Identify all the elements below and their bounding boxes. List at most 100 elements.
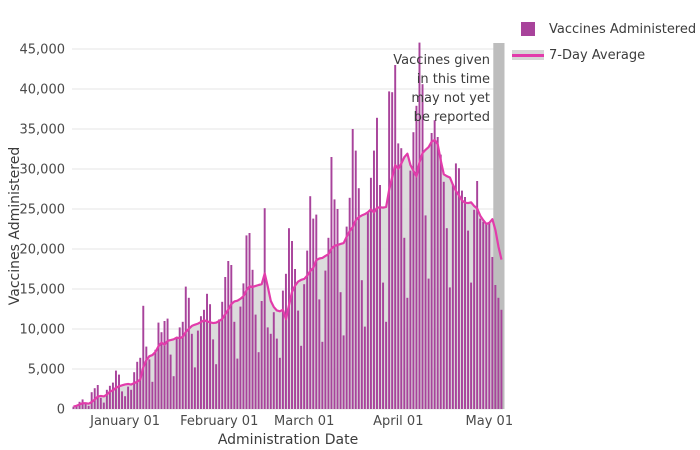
bar <box>108 385 111 409</box>
bar <box>233 321 236 409</box>
bar <box>436 137 439 409</box>
bar <box>473 209 476 409</box>
bar <box>148 359 151 409</box>
y-tick-labels: 0 5,000 10,000 15,000 20,000 25,000 30,000 35,0… <box>20 43 66 418</box>
bar <box>461 190 463 409</box>
bar <box>130 389 133 409</box>
bar <box>345 226 348 409</box>
annotation-line: may not yet <box>411 91 490 106</box>
bar <box>127 386 130 409</box>
bar <box>369 177 372 409</box>
y-tick-label: 20,000 <box>20 243 66 258</box>
bar <box>154 349 157 409</box>
y-axis-title: Vaccines Administered <box>7 146 23 306</box>
bar <box>266 327 269 409</box>
y-tick-label: 25,000 <box>20 203 66 218</box>
annotation-line: in this time <box>416 72 490 87</box>
bar <box>494 285 497 409</box>
bar <box>215 364 218 409</box>
x-tick-label: May 01 <box>466 414 514 429</box>
bar <box>187 297 190 409</box>
y-tick-label: 35,000 <box>20 123 66 138</box>
bar <box>236 358 239 409</box>
bar <box>372 150 375 409</box>
x-tick-label: February 01 <box>180 414 258 429</box>
bar <box>454 163 457 409</box>
bar-swatch-color <box>521 22 535 36</box>
bar <box>360 280 363 409</box>
bar <box>260 301 263 409</box>
bar <box>118 374 120 409</box>
x-axis-title: Administration Date <box>217 432 359 448</box>
bar <box>157 322 160 409</box>
bar <box>382 282 385 409</box>
bar <box>336 209 339 409</box>
bar <box>242 283 245 409</box>
bar <box>412 132 415 409</box>
legend-item-vaccines-administered[interactable]: Vaccines Administered <box>510 18 696 40</box>
bar <box>227 261 230 409</box>
bar <box>190 333 193 409</box>
bar <box>439 154 442 409</box>
bar <box>139 357 142 409</box>
bars-group[interactable] <box>72 42 503 410</box>
y-tick-label: 40,000 <box>20 83 66 98</box>
bar <box>251 269 254 409</box>
bar <box>400 148 403 409</box>
bar <box>418 42 421 409</box>
avg-line <box>73 138 503 408</box>
bar <box>163 321 166 409</box>
bar <box>291 241 293 409</box>
bar <box>99 397 102 409</box>
bar <box>196 330 199 409</box>
line-swatch-icon <box>510 50 546 60</box>
bar <box>105 389 108 409</box>
bar <box>476 181 479 409</box>
bar <box>479 218 482 409</box>
bar <box>102 402 105 409</box>
bar <box>145 346 148 409</box>
bar <box>114 370 117 409</box>
bar <box>424 215 427 409</box>
bar <box>248 233 251 409</box>
bar <box>284 273 287 409</box>
bar <box>488 222 491 409</box>
bar <box>209 304 212 409</box>
bar <box>142 305 145 409</box>
bar <box>321 341 324 409</box>
bar <box>281 290 284 409</box>
bar <box>206 293 208 409</box>
bar <box>136 361 139 409</box>
bar <box>297 310 300 409</box>
bar <box>269 333 272 409</box>
bar <box>212 339 215 409</box>
bar <box>366 213 369 409</box>
bar <box>339 292 342 409</box>
bar <box>306 250 309 409</box>
bar <box>84 403 87 409</box>
bar <box>254 314 257 409</box>
bar <box>133 372 136 409</box>
bar <box>203 309 205 409</box>
bar <box>433 120 436 409</box>
bar <box>388 91 391 410</box>
bar <box>327 237 330 409</box>
bar <box>500 309 503 409</box>
bar <box>409 170 412 409</box>
line-swatch-line <box>512 53 544 57</box>
annotation-line: Vaccines given <box>393 53 490 68</box>
bar <box>333 199 336 409</box>
bar <box>294 269 297 409</box>
bar <box>376 117 378 410</box>
bar <box>379 185 381 409</box>
bar <box>457 168 460 409</box>
bar <box>309 196 312 409</box>
bar <box>330 157 333 409</box>
bar <box>288 228 290 409</box>
bar <box>172 376 175 409</box>
bar-swatch-icon <box>510 22 546 36</box>
bar <box>160 332 163 409</box>
bar <box>184 286 187 409</box>
bar <box>442 181 445 409</box>
legend-item-7-day-average[interactable]: 7-Day Average <box>510 44 696 66</box>
